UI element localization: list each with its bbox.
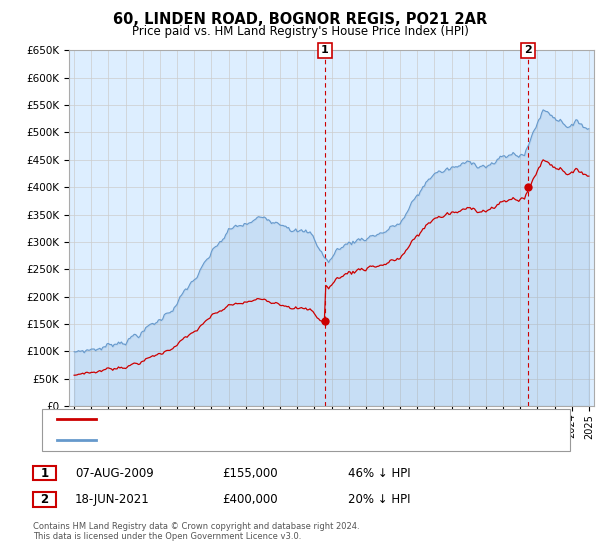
Text: 60, LINDEN ROAD, BOGNOR REGIS, PO21 2AR (detached house): 60, LINDEN ROAD, BOGNOR REGIS, PO21 2AR … <box>104 414 437 424</box>
Text: Contains HM Land Registry data © Crown copyright and database right 2024.
This d: Contains HM Land Registry data © Crown c… <box>33 522 359 542</box>
Text: £400,000: £400,000 <box>222 493 278 506</box>
Text: 46% ↓ HPI: 46% ↓ HPI <box>348 466 410 480</box>
Text: Price paid vs. HM Land Registry's House Price Index (HPI): Price paid vs. HM Land Registry's House … <box>131 25 469 38</box>
Text: HPI: Average price, detached house, Arun: HPI: Average price, detached house, Arun <box>104 435 322 445</box>
Text: 1: 1 <box>321 45 329 55</box>
Text: 07-AUG-2009: 07-AUG-2009 <box>75 466 154 480</box>
Text: 2: 2 <box>40 493 49 506</box>
Text: £155,000: £155,000 <box>222 466 278 480</box>
Text: 1: 1 <box>40 466 49 480</box>
Text: 20% ↓ HPI: 20% ↓ HPI <box>348 493 410 506</box>
Text: 2: 2 <box>524 45 532 55</box>
Text: 60, LINDEN ROAD, BOGNOR REGIS, PO21 2AR: 60, LINDEN ROAD, BOGNOR REGIS, PO21 2AR <box>113 12 487 27</box>
Text: 18-JUN-2021: 18-JUN-2021 <box>75 493 150 506</box>
